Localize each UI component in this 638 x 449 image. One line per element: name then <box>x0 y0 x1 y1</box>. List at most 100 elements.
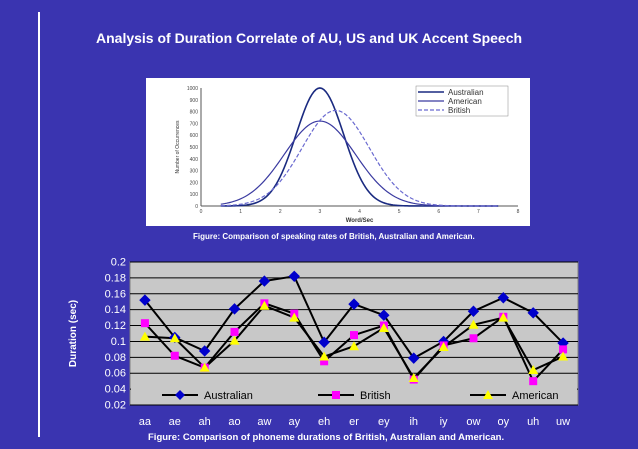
data-point-australian <box>139 294 151 306</box>
legend-label-australian: Australian <box>204 390 253 402</box>
x-tick-label: eh <box>318 416 330 428</box>
data-point-australian <box>228 303 241 315</box>
data-point-american <box>349 341 359 351</box>
y-tick-label: 0.2 <box>111 257 126 269</box>
data-point-australian <box>258 275 271 287</box>
x-tick-label: aa <box>139 416 152 428</box>
y-tick-label: 0.06 <box>105 368 126 380</box>
top-y-axis-label: Number of Occurrences <box>175 120 181 174</box>
data-point-british <box>140 319 149 328</box>
slide-title: Analysis of Duration Correlate of AU, US… <box>96 30 523 46</box>
top-x-tick-label: 6 <box>437 209 440 215</box>
legend-label-american: American <box>512 390 558 402</box>
y-tick-label: 0.1 <box>111 336 126 348</box>
data-point-australian <box>467 305 480 317</box>
top-y-tick-label: 800 <box>190 110 199 116</box>
legend-marker-australian <box>175 390 185 400</box>
data-point-american <box>438 342 449 352</box>
data-point-australian <box>497 292 510 304</box>
top-x-tick-label: 4 <box>358 209 361 215</box>
data-point-british <box>469 334 478 343</box>
data-point-australian <box>348 298 360 310</box>
data-point-british <box>559 345 568 354</box>
top-x-tick-label: 5 <box>398 209 401 215</box>
data-point-british <box>350 331 358 340</box>
data-point-american <box>139 331 150 341</box>
top-y-tick-label: 500 <box>190 145 199 151</box>
top-legend-label-australian: Australian <box>448 88 484 97</box>
x-tick-label: ao <box>228 416 240 428</box>
top-y-tick-label: 400 <box>190 157 199 163</box>
x-tick-label: ey <box>378 416 390 428</box>
speaking-rate-plot: 0 100 200 300 400 500 600 700 800 900 1000 0 1 2 3 4 5 6 7… <box>175 85 520 224</box>
top-x-tick-label: 3 <box>318 209 321 215</box>
x-tick-label: ow <box>466 416 480 428</box>
x-tick-label: iy <box>440 416 448 428</box>
speaking-rate-caption: Figure: Comparison of speaking rates of … <box>193 232 475 241</box>
y-tick-label: 0.12 <box>105 320 126 332</box>
top-y-tick-label: 700 <box>190 121 199 127</box>
top-x-tick-label: 7 <box>477 209 480 215</box>
data-point-american <box>169 333 180 343</box>
data-point-australian <box>198 345 211 357</box>
data-point-american <box>468 319 479 329</box>
top-x-axis-label: Word/Sec <box>346 218 374 224</box>
top-x-tick-label: 1 <box>239 209 242 215</box>
top-y-tick-label: 200 <box>190 180 199 186</box>
top-y-tick-label: 300 <box>190 169 199 175</box>
data-point-australian <box>527 307 539 319</box>
x-tick-label: er <box>349 416 359 428</box>
top-legend-label-american: American <box>448 97 482 106</box>
data-point-american <box>229 335 240 345</box>
x-tick-label: ah <box>199 416 211 428</box>
top-curve-british <box>220 109 499 207</box>
data-point-american <box>199 362 210 372</box>
x-tick-label: ay <box>288 416 300 428</box>
y-tick-label: 0.14 <box>105 304 126 316</box>
top-y-tick-label: 1000 <box>187 86 198 92</box>
top-y-tick-label: 600 <box>190 133 199 139</box>
y-tick-label: 0.04 <box>105 384 126 396</box>
y-axis-label: Duration (sec) <box>68 300 79 367</box>
x-tick-label: ae <box>169 416 181 428</box>
data-point-american <box>408 372 419 382</box>
legend-marker-british <box>332 391 340 399</box>
left-divider-line <box>38 12 40 437</box>
top-y-tick-label: 100 <box>190 192 199 198</box>
data-point-american <box>498 312 509 322</box>
top-y-tick-label: 0 <box>195 204 198 210</box>
speaking-rate-figure: 0 100 200 300 400 500 600 700 800 900 1000 0 1 2 3 4 5 6 7… <box>146 78 530 226</box>
top-y-tick-label: 900 <box>190 98 199 104</box>
top-x-tick-label: 8 <box>517 209 520 215</box>
data-point-british <box>170 351 179 360</box>
top-x-tick-label: 0 <box>200 209 203 215</box>
phoneme-duration-caption: Figure: Comparison of phoneme durations … <box>148 432 505 443</box>
data-point-american <box>289 312 300 322</box>
x-tick-label: oy <box>498 416 510 428</box>
data-point-american <box>319 351 330 361</box>
data-point-australian <box>378 309 390 321</box>
x-tick-label: aw <box>257 416 271 428</box>
legend-label-british: British <box>360 390 391 402</box>
y-tick-label: 0.18 <box>105 272 126 284</box>
x-tick-label: uw <box>556 416 570 428</box>
data-point-australian <box>318 336 330 348</box>
y-tick-label: 0.02 <box>105 400 126 412</box>
data-point-british <box>230 327 239 336</box>
data-point-american <box>259 300 270 310</box>
top-x-tick-label: 2 <box>279 209 282 215</box>
y-tick-label: 0.08 <box>105 352 126 364</box>
x-tick-label: ih <box>409 416 418 428</box>
data-point-american <box>558 351 569 361</box>
x-tick-label: uh <box>527 416 539 428</box>
data-point-american <box>528 365 539 375</box>
legend-marker-american <box>483 390 493 399</box>
data-point-australian <box>288 270 300 283</box>
y-tick-label: 0.16 <box>105 288 126 300</box>
data-point-british <box>529 377 538 386</box>
data-point-australian <box>408 352 420 364</box>
data-point-american <box>378 322 389 332</box>
top-legend-label-british: British <box>448 106 470 115</box>
data-point-british <box>320 357 329 366</box>
